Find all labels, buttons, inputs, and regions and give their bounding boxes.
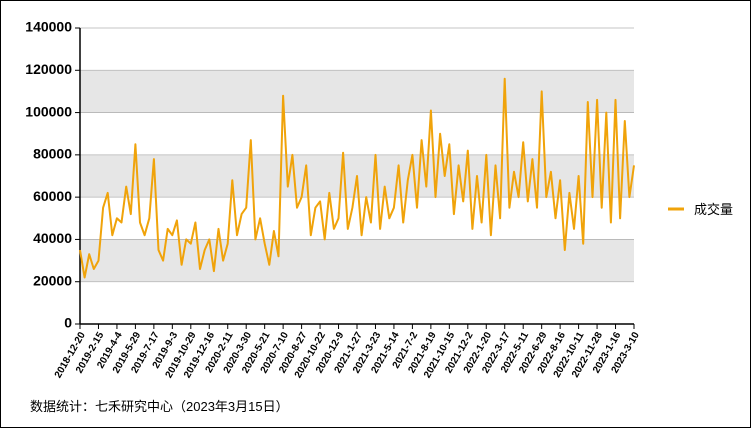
y-tick-label: 100000 [25,103,72,119]
y-tick-label: 0 [64,315,72,331]
y-tick-label: 80000 [33,146,72,162]
footnote: 数据统计：七禾研究中心（2023年3月15日） [30,399,289,414]
grid-band [80,239,634,282]
grid-band [80,70,634,113]
legend-label: 成交量 [694,202,733,217]
line [79,77,635,279]
y-tick-label: 20000 [33,272,72,288]
y-tick-label: 60000 [33,188,72,204]
y-tick-label: 120000 [25,61,72,77]
y-tick-label: 140000 [25,19,72,35]
y-tick-label: 40000 [33,230,72,246]
